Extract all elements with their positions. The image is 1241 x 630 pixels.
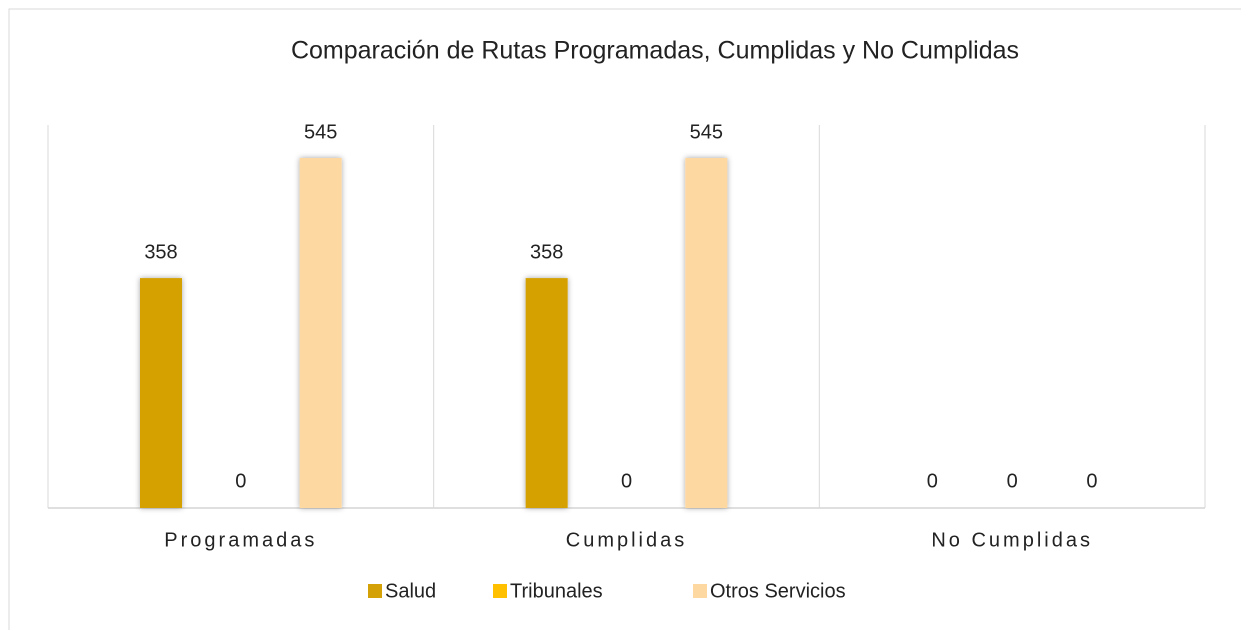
data-label: 0 [1086,470,1097,492]
bar [685,158,728,508]
data-label: 0 [235,470,246,492]
legend-swatch [693,584,707,598]
data-label: 0 [927,470,938,492]
data-label: 545 [690,121,723,143]
bar [299,158,342,508]
legend-swatch [368,584,382,598]
bar [140,278,183,508]
data-label: 358 [144,241,177,263]
bar [525,278,568,508]
x-tick-label: Programadas [164,529,317,551]
x-tick-label: No Cumplidas [931,529,1093,551]
data-label: 0 [621,470,632,492]
legend-label: Tribunales [510,580,603,602]
chart-title: Comparación de Rutas Programadas, Cumpli… [291,37,1019,65]
legend-label: Otros Servicios [710,580,846,602]
legend-label: Salud [385,580,436,602]
data-label: 0 [1007,470,1018,492]
legend-swatch [493,584,507,598]
x-tick-label: Cumplidas [566,529,687,551]
data-label: 545 [304,121,337,143]
data-label: 358 [530,241,563,263]
frame [8,8,1241,630]
